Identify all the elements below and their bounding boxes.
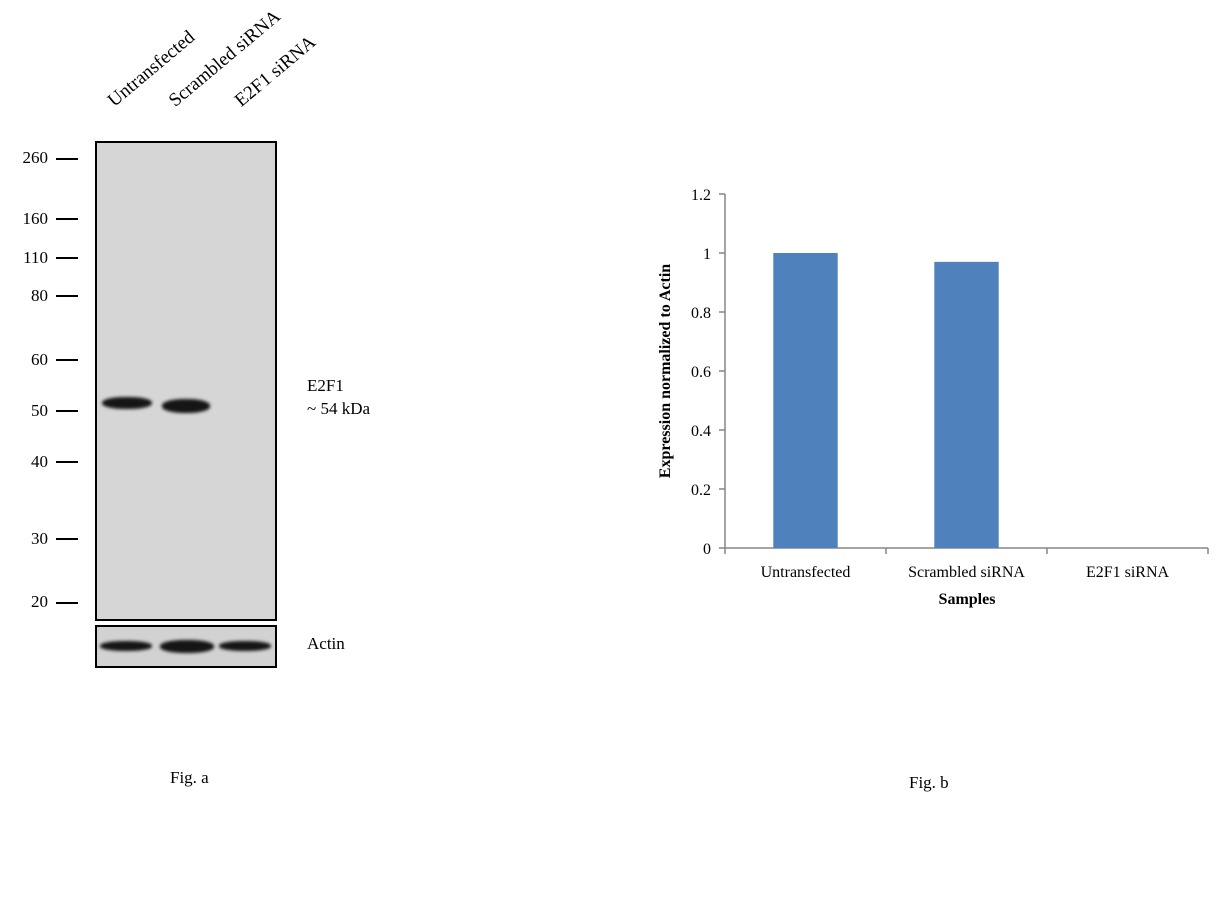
marker-tick xyxy=(56,538,78,540)
y-axis: 0 0.2 0.4 0.6 0.8 1 1.2 xyxy=(691,187,726,558)
marker-tick xyxy=(56,359,78,361)
bar-scrambled-sirna xyxy=(934,261,999,548)
bar-chart: 0 0.2 0.4 0.6 0.8 1 1.2 Untransfected Scrambled… xyxy=(657,187,1209,608)
blot-band-actin-e2f1-sirna xyxy=(219,641,271,651)
y-tick-label: 1 xyxy=(703,246,711,263)
blot-band-untransfected xyxy=(102,397,152,409)
lane-label-scrambled-sirna: Scrambled siRNA xyxy=(164,5,285,112)
marker-label-160: 160 xyxy=(22,209,49,228)
y-tick-label: 0.8 xyxy=(691,305,711,322)
marker-tick xyxy=(56,257,78,259)
y-tick-label: 0.2 xyxy=(691,482,711,499)
y-tick-label: 0.6 xyxy=(691,364,711,381)
loading-control-label: Actin xyxy=(307,634,345,653)
marker-label-30: 30 xyxy=(31,529,48,548)
blot-band-actin-scrambled-sirna xyxy=(160,640,214,653)
y-tick-label: 0.4 xyxy=(691,423,711,440)
marker-tick xyxy=(56,410,78,412)
bar-chart-panel: 0 0.2 0.4 0.6 0.8 1 1.2 Untransfected Scrambled… xyxy=(600,0,1231,896)
y-axis-title: Expression normalized to Actin xyxy=(657,264,674,478)
figure-caption-b: Fig. b xyxy=(909,773,949,792)
marker-label-60: 60 xyxy=(31,350,48,369)
x-axis: Untransfected Scrambled siRNA E2F1 siRNA xyxy=(724,547,1209,581)
band-label-e2f1: E2F1 xyxy=(307,376,344,395)
marker-label-50: 50 xyxy=(31,401,48,420)
marker-tick xyxy=(56,295,78,297)
blot-band-actin-untransfected xyxy=(100,641,152,651)
x-axis-title: Samples xyxy=(939,591,996,608)
western-blot-panel: Untransfected Scrambled siRNA E2F1 siRNA… xyxy=(0,0,600,896)
marker-label-40: 40 xyxy=(31,452,48,471)
marker-tick xyxy=(56,158,78,160)
figure-caption-a: Fig. a xyxy=(170,768,209,787)
marker-label-80: 80 xyxy=(31,286,48,305)
marker-label-110: 110 xyxy=(23,248,48,267)
y-tick-label: 0 xyxy=(703,541,711,558)
blot-image-actin xyxy=(95,625,277,668)
band-size-label: ~ 54 kDa xyxy=(307,399,371,418)
marker-label-260: 260 xyxy=(22,148,49,167)
blot-band-scrambled-sirna xyxy=(162,399,210,413)
y-tick-label: 1.2 xyxy=(691,187,711,204)
bar-untransfected xyxy=(773,253,838,548)
x-tick-label: Untransfected xyxy=(761,564,851,581)
marker-tick xyxy=(56,461,78,463)
marker-tick xyxy=(56,218,78,220)
marker-label-20: 20 xyxy=(31,592,48,611)
x-tick-label: Scrambled siRNA xyxy=(908,564,1025,581)
marker-tick xyxy=(56,602,78,604)
blot-image-e2f1 xyxy=(95,141,277,621)
x-tick-label: E2F1 siRNA xyxy=(1086,564,1170,581)
bars xyxy=(773,253,999,548)
